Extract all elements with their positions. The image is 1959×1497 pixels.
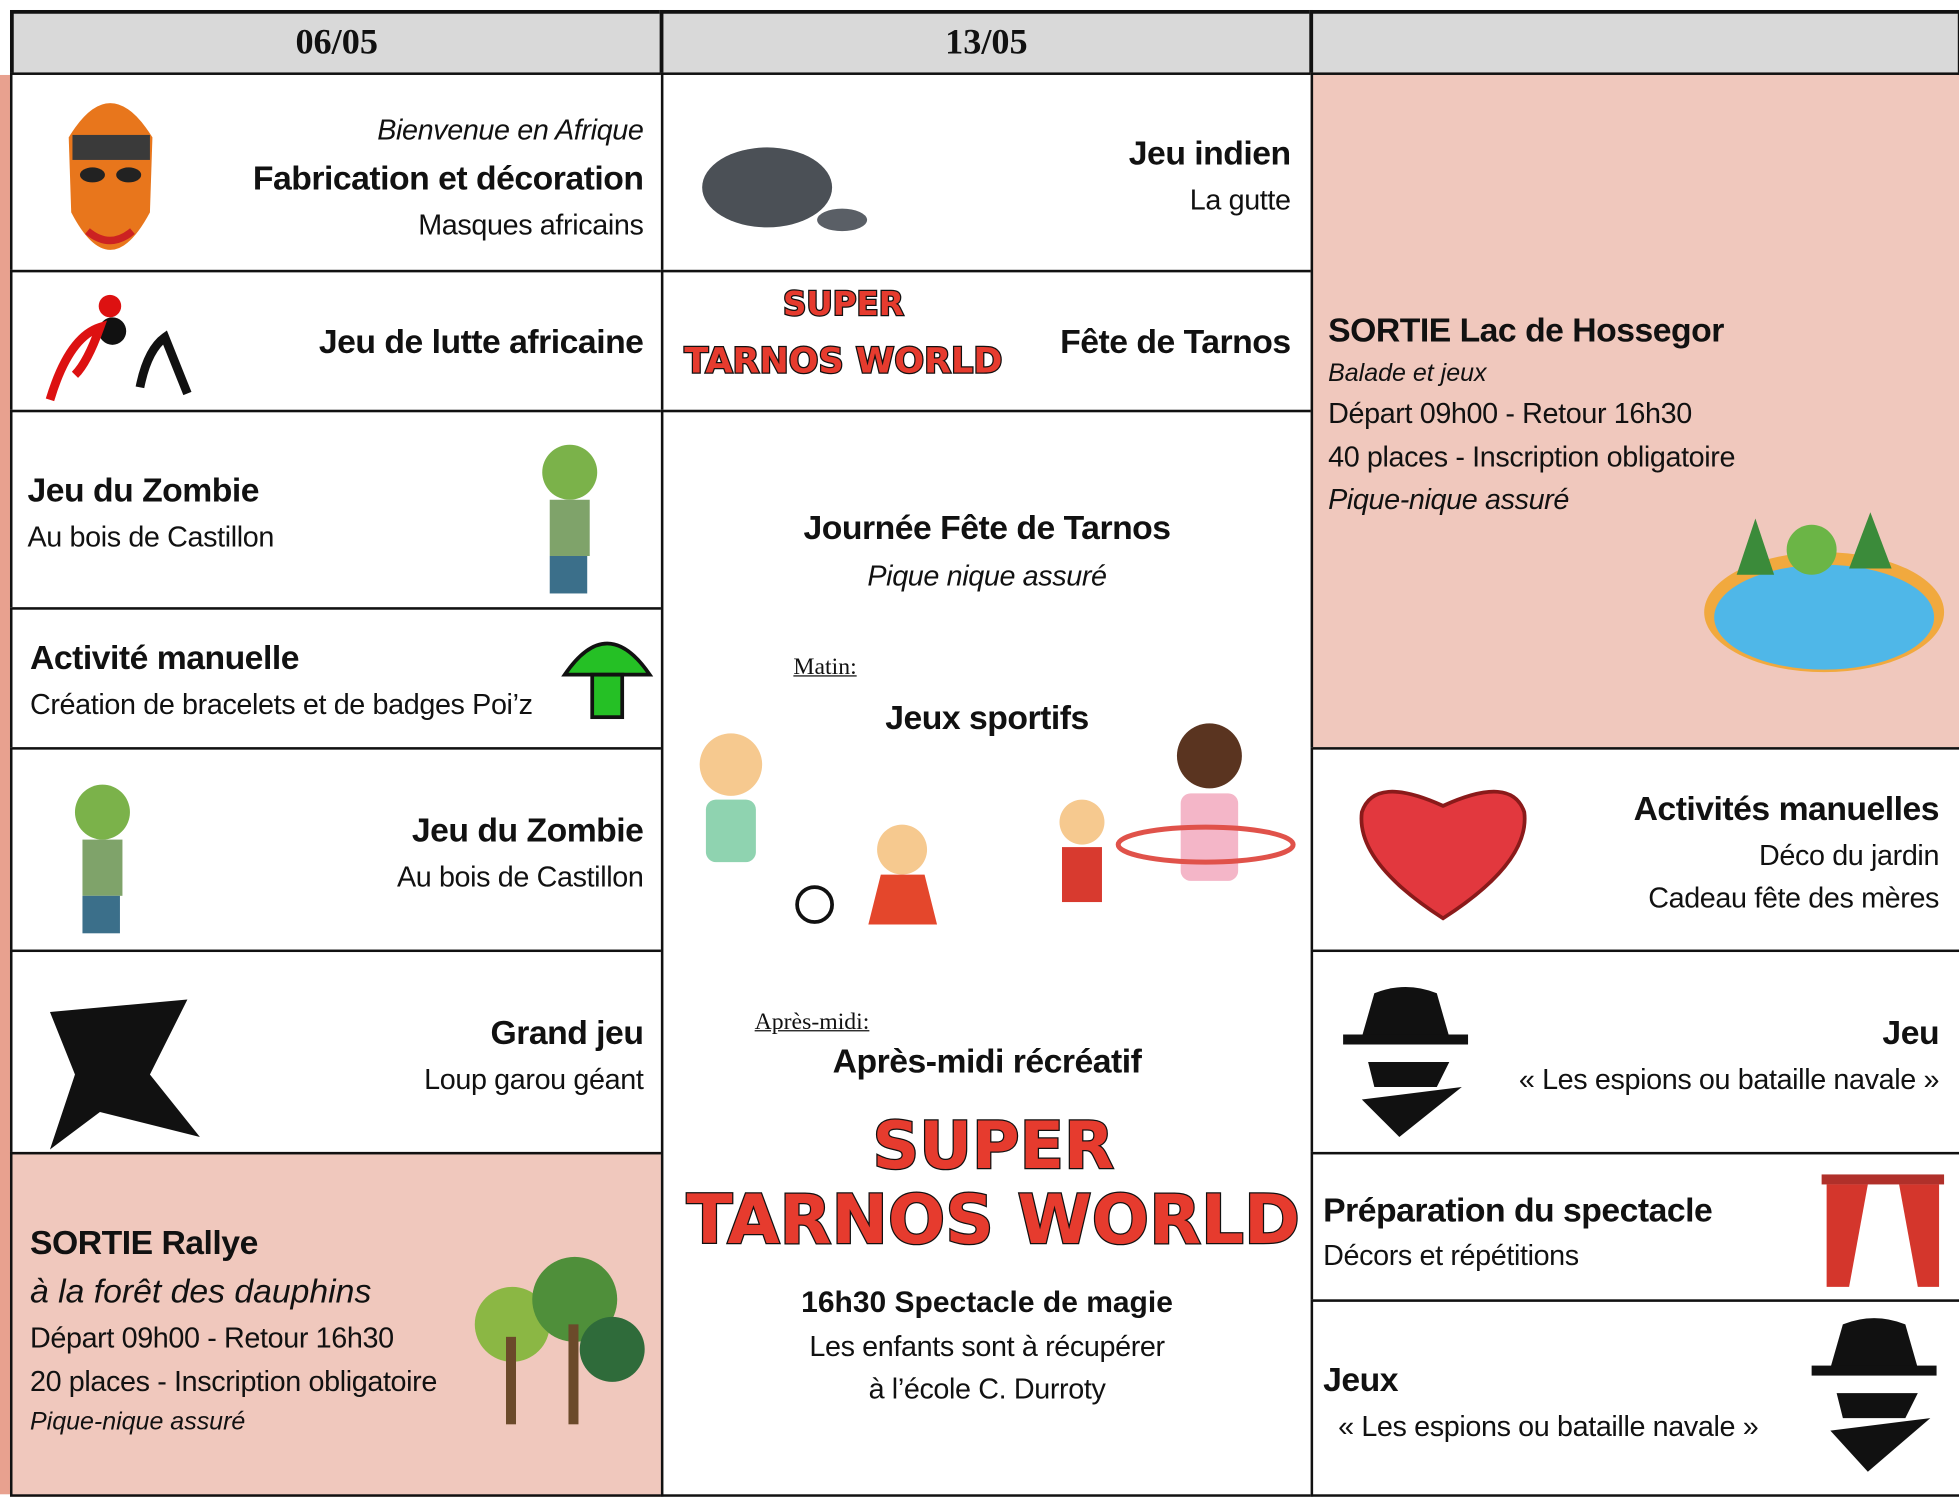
cell-text: Grand jeu — [490, 1013, 644, 1052]
forest-icon — [474, 1256, 645, 1425]
wrestling-icon — [45, 294, 192, 402]
cell-text: Fabrication et décoration — [252, 159, 644, 197]
kids-illustration — [699, 723, 1296, 925]
cell: Activités manuelles Déco du jardin Cadeau … — [1310, 747, 1959, 953]
cell-text: Activités manuelles — [1633, 790, 1940, 828]
stone-icon — [702, 147, 868, 232]
curtain-icon — [1821, 1174, 1945, 1287]
cell-text: Matin: — [793, 654, 857, 681]
cell: Activité manuelle Création de bracelets e… — [9, 607, 664, 750]
cell-text: Pique-nique assuré — [1328, 482, 1569, 516]
cell-text: Balade et jeux — [1328, 359, 1487, 388]
cell-text: La gutte — [1189, 183, 1291, 216]
cell-text: « Les espions ou bataille navale » — [1338, 1409, 1759, 1443]
cell: Journée Fête de Tarnos Pique nique assuré… — [660, 409, 1314, 1497]
heart-icon — [1359, 789, 1527, 921]
cell-text: Déco du jardin — [1758, 838, 1940, 872]
cell-text: Au bois de Castillon — [396, 860, 644, 893]
spy-icon — [1343, 987, 1937, 1472]
lake-icon — [1704, 512, 1945, 673]
cell-text: Masques africains — [418, 208, 644, 241]
cell-text: Pique-nique assuré — [29, 1408, 246, 1436]
logo-text: SUPER — [783, 285, 904, 323]
cell-text: Jeu du Zombie — [27, 471, 260, 510]
cell-text: Les enfants sont à récupérer — [809, 1329, 1165, 1363]
cell-text: Préparation du spectacle — [1323, 1191, 1713, 1229]
cell-text: Création de bracelets et de badges Poi’z — [29, 687, 533, 721]
cell-text: Loup garou géant — [424, 1062, 644, 1096]
cell: Fête de Tarnos — [660, 269, 1314, 413]
cell-text: Fête de Tarnos — [1060, 322, 1291, 361]
cell-text: à la forêt des dauphins — [29, 1272, 372, 1310]
cell-text: Bienvenue en Afrique — [377, 113, 644, 146]
zombie-icon — [74, 444, 598, 934]
cell-text: Décors et répétitions — [1323, 1238, 1579, 1272]
header-date: 13/05 — [945, 22, 1028, 63]
cell-text: 16h30 Spectacle de magie — [801, 1285, 1173, 1320]
cell-text: « Les espions ou bataille navale » — [1518, 1062, 1940, 1096]
cell-text: Jeu de lutte africaine — [318, 322, 644, 361]
mask-icon — [68, 103, 153, 250]
cell-text: SORTIE Rallye — [29, 1223, 258, 1262]
poiz-icon — [561, 641, 654, 720]
cell-text: Jeux — [1323, 1361, 1399, 1399]
cell-text: à l’école C. Durroty — [868, 1372, 1106, 1405]
edge — [0, 74, 10, 1495]
header-date: 06/05 — [295, 22, 378, 63]
cell-text: Cadeau fête des mères — [1648, 881, 1940, 914]
logo: SUPER TARNOS WORLD SUPER TARNOS WORLD — [683, 284, 1301, 1261]
logo-text: SUPER — [873, 1109, 1115, 1184]
cell-text: Jeux sportifs — [885, 699, 1089, 737]
cell-text: Jeu indien — [1128, 134, 1291, 172]
cell-text: SORTIE Lac de Hossegor — [1328, 311, 1724, 350]
header-cell — [1309, 9, 1959, 77]
cell-text: Après-midi récréatif — [832, 1042, 1142, 1081]
logo-text: TARNOS WORLD — [684, 341, 1002, 381]
cell-text: Départ 09h00 - Retour 16h30 — [29, 1321, 394, 1354]
logo-text: TARNOS WORLD — [687, 1180, 1300, 1259]
cell-text: Après-midi: — [754, 1008, 870, 1036]
cell-text: 40 places - Inscription obligatoire — [1328, 440, 1736, 473]
cell-text: Jeu — [1882, 1013, 1940, 1052]
cell-text: 20 places - Inscription obligatoire — [29, 1364, 437, 1398]
cell-text: Au bois de Castillon — [27, 520, 274, 553]
cell-text: Activité manuelle — [29, 639, 299, 677]
werewolf-icon — [49, 999, 200, 1150]
cell-text: Pique nique assuré — [867, 559, 1107, 592]
cell-text: Jeu du Zombie — [411, 811, 644, 849]
cell-text: Départ 09h00 - Retour 16h30 — [1328, 396, 1692, 430]
cell-text: Journée Fête de Tarnos — [803, 509, 1172, 547]
